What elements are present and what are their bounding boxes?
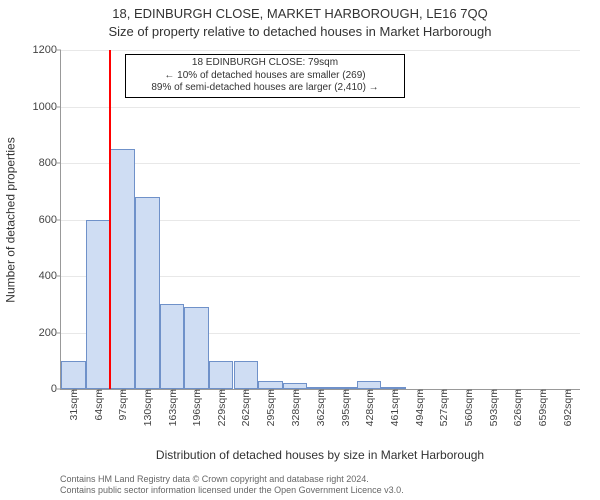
xtick-label: 64sqm [91,389,105,421]
histogram-bar [209,361,234,389]
xtick-label: 593sqm [486,389,500,426]
xtick-label: 428sqm [362,389,376,426]
xtick-label: 130sqm [140,389,154,426]
xtick-label: 262sqm [238,389,252,426]
ytick-label: 200 [23,327,61,339]
histogram-bar [61,361,86,389]
histogram-bar [135,197,160,389]
xtick-label: 31sqm [66,389,80,421]
xtick-label: 494sqm [412,389,426,426]
y-axis-label-wrap: Number of detached properties [2,50,20,390]
gridline [61,163,580,164]
annotation-box: 18 EDINBURGH CLOSE: 79sqm← 10% of detach… [125,54,405,98]
histogram-bar [86,220,111,390]
histogram-bar [110,149,135,389]
ytick-mark [57,106,61,107]
chart-container: 18, EDINBURGH CLOSE, MARKET HARBOROUGH, … [0,0,600,500]
xtick-label: 328sqm [288,389,302,426]
xtick-label: 163sqm [165,389,179,426]
xtick-label: 560sqm [461,389,475,426]
xtick-label: 659sqm [535,389,549,426]
ytick-mark [57,219,61,220]
xtick-label: 196sqm [189,389,203,426]
ytick-mark [57,50,61,51]
ytick-label: 0 [23,383,61,395]
xtick-label: 229sqm [214,389,228,426]
footer-line2: Contains public sector information licen… [60,485,590,496]
ytick-label: 400 [23,270,61,282]
annotation-line3: 89% of semi-detached houses are larger (… [132,82,398,95]
plot-area: 02004006008001000120031sqm64sqm97sqm130s… [60,50,580,390]
xtick-label: 626sqm [510,389,524,426]
x-axis-label: Distribution of detached houses by size … [60,448,580,462]
attribution-footer: Contains HM Land Registry data © Crown c… [60,474,590,497]
y-axis-label: Number of detached properties [4,137,18,302]
ytick-label: 1200 [23,44,61,56]
ytick-mark [57,332,61,333]
ytick-label: 1000 [23,101,61,113]
histogram-bar [160,304,185,389]
gridline [61,107,580,108]
histogram-bar [184,307,209,389]
gridline [61,50,580,51]
marker-line [109,50,111,389]
xtick-label: 395sqm [338,389,352,426]
ytick-mark [57,163,61,164]
annotation-line2: ← 10% of detached houses are smaller (26… [132,70,398,83]
xtick-label: 295sqm [263,389,277,426]
chart-title-line1: 18, EDINBURGH CLOSE, MARKET HARBOROUGH, … [0,6,600,21]
xtick-label: 527sqm [436,389,450,426]
xtick-label: 461sqm [387,389,401,426]
histogram-bar [234,361,259,389]
histogram-bar [258,381,283,389]
xtick-label: 362sqm [313,389,327,426]
histogram-bar [357,381,382,389]
ytick-label: 800 [23,157,61,169]
ytick-mark [57,276,61,277]
xtick-label: 97sqm [115,389,129,421]
ytick-label: 600 [23,214,61,226]
chart-title-line2: Size of property relative to detached ho… [0,24,600,39]
footer-line1: Contains HM Land Registry data © Crown c… [60,474,590,485]
xtick-label: 692sqm [560,389,574,426]
annotation-line1: 18 EDINBURGH CLOSE: 79sqm [132,57,398,70]
